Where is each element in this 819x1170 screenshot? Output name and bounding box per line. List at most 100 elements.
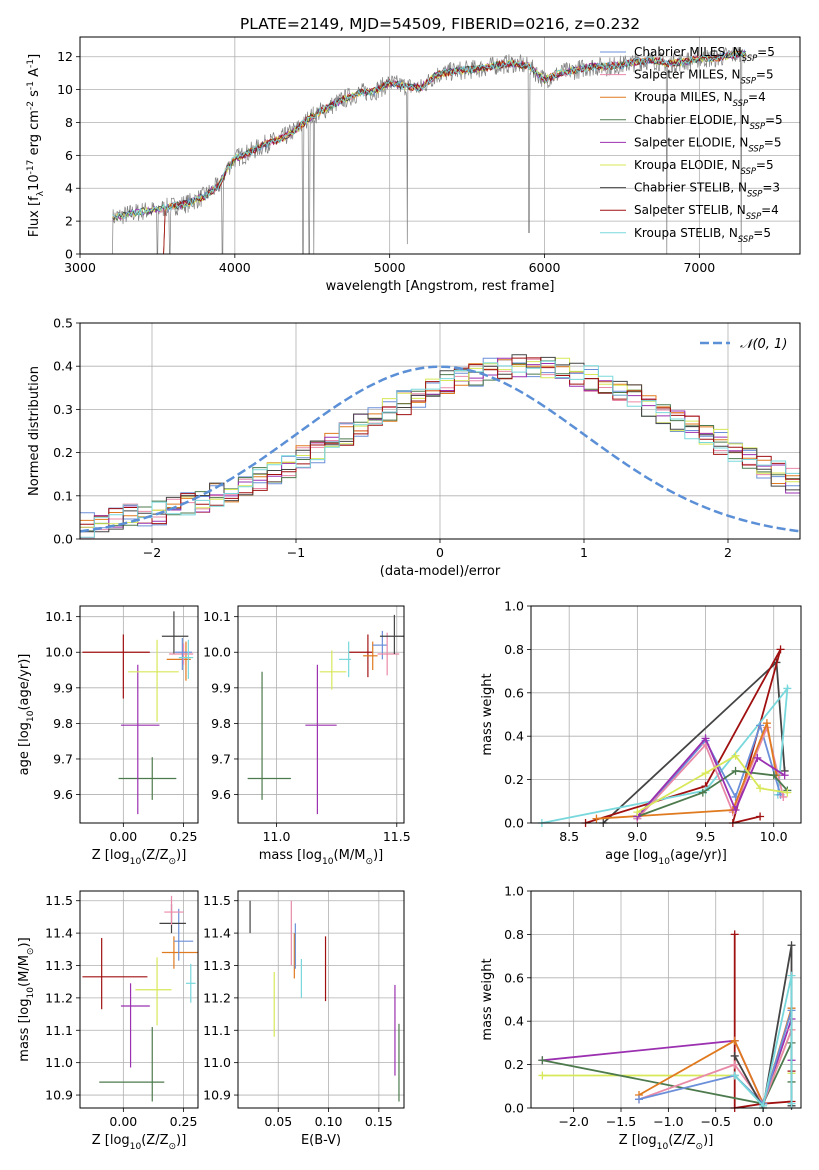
y-tick-label: 9.8	[53, 716, 73, 731]
y-tick-label: 0.2	[504, 1057, 524, 1072]
axes-frame	[79, 890, 199, 1109]
y-tick-label: 12	[57, 49, 73, 64]
x-axis-label: Z [log10(Z/Z⊙)]	[92, 1133, 187, 1152]
weight-marker	[633, 808, 642, 817]
spectrum-legend: Chabrier MILES, NSSP=5 Salpeter MILES, NS…	[600, 45, 783, 244]
weight-marker	[776, 645, 785, 654]
x-tick-label: 0.00	[109, 829, 137, 844]
errorbar-kroupa-elodie	[135, 957, 172, 1026]
weight-marker	[730, 1051, 739, 1060]
y-tick-label: 6	[65, 148, 73, 163]
weight-line-kroupa-stelib	[541, 685, 789, 823]
x-tick-label: 11.0	[263, 829, 291, 844]
errorbar-salpeter-stelib	[82, 937, 148, 1010]
axes-frame	[79, 36, 801, 255]
age-weights-panel: 8.5 9.0 9.5 10.0 0.0 0.2 0.4 0.6 0.8 1.0 age [log1…	[480, 599, 802, 867]
legend-entry: Chabrier MILES, NSSP=5	[634, 45, 775, 63]
y-axis-label: Flux [fλ10-17 erg cm-2 s-1 A-1]	[26, 54, 46, 237]
weight-marker	[787, 1099, 796, 1108]
y-tick-label: 8	[65, 115, 73, 130]
x-tick-label: −0.5	[701, 1114, 731, 1129]
figure-title: PLATE=2149, MJD=54509, FIBERID=0216, z=0…	[240, 15, 640, 33]
ebv-mass-panel: 0.05 0.10 0.15 10.9 11.0 11.1 11.2 11.3 11.4 11.5…	[203, 890, 405, 1148]
errorbar-kroupa-stelib	[185, 963, 196, 1003]
y-tick-label: 11.2	[203, 990, 231, 1005]
legend-entry: Salpeter STELIB, NSSP=4	[634, 203, 779, 221]
x-tick-label: 9.5	[696, 829, 716, 844]
errorbar-salpeter-elodie	[120, 664, 160, 815]
errorbar-kroupa-stelib	[178, 639, 194, 679]
weight-marker	[762, 719, 771, 728]
axes-frame	[79, 605, 199, 824]
errorbar-chabrier-elodie	[118, 757, 177, 800]
errorbar-kroupa-miles	[166, 641, 191, 681]
legend-entry: Kroupa STELIB, NSSP=5	[634, 226, 771, 244]
legend-entry: Salpeter MILES, NSSP=5	[634, 68, 774, 86]
axes-frame	[237, 890, 405, 1109]
x-axis-label: E(B-V)	[301, 1133, 341, 1148]
x-axis-label: Z [log10(Z/Z⊙)]	[92, 848, 187, 867]
y-tick-label: 11.4	[203, 926, 231, 941]
mass-age-panel: 11.0 11.5 9.6 9.7 9.8 9.9 10.0 10.1 mass [log10(…	[203, 605, 411, 867]
weight-marker	[731, 805, 740, 814]
errorbar-salpeter-elodie	[305, 664, 337, 815]
x-tick-label: 8.5	[559, 829, 579, 844]
errorbar-chabrier-miles	[372, 630, 388, 660]
weight-marker	[592, 814, 601, 823]
y-tick-label: 10.9	[45, 1088, 73, 1103]
y-tick-label: 9.6	[211, 787, 231, 802]
errorbar-kroupa-elodie	[128, 639, 179, 722]
legend-entry: Kroupa ELODIE, NSSP=5	[634, 158, 774, 176]
errorbar-salpeter-elodie	[120, 983, 150, 1068]
y-tick-label: 0.8	[504, 642, 524, 657]
x-axis-label: Z [log10(Z/Z⊙)]	[619, 1133, 714, 1152]
y-axis-label: Normed distribution	[27, 366, 42, 496]
y-tick-label: 11.1	[45, 1023, 73, 1038]
x-tick-label: 7000	[683, 260, 715, 275]
weight-marker	[730, 1060, 739, 1069]
y-axis-label: age [log10(age/yr)]	[17, 654, 36, 776]
y-tick-label: 11.4	[45, 926, 73, 941]
errorbar-kroupa-stelib	[339, 641, 352, 678]
y-tick-label: 4	[65, 181, 73, 196]
weight-marker	[701, 769, 710, 778]
y-tick-label: 11.5	[45, 893, 73, 908]
errorbar-salpeter-miles	[164, 895, 184, 926]
weight-marker	[779, 792, 788, 801]
x-tick-label: 6000	[529, 260, 561, 275]
y-tick-label: 10.0	[203, 645, 231, 660]
weight-line-chabrier-stelib	[602, 660, 786, 823]
x-axis-label: age [log10(age/yr)]	[605, 848, 727, 867]
y-axis-label: mass weight	[480, 958, 495, 1040]
y-tick-label: 11.1	[203, 1023, 231, 1038]
y-tick-label: 0.1	[53, 488, 73, 503]
x-tick-label: −1.0	[653, 1114, 683, 1129]
y-tick-label: 9.7	[53, 751, 73, 766]
legend-entry: 𝒩(0, 1)	[740, 337, 787, 352]
x-tick-label: 0.0	[753, 1114, 773, 1129]
spectrum-model-kroupa-stelib-line	[112, 51, 747, 219]
y-tick-label: 11.3	[203, 958, 231, 973]
x-tick-label: 0	[436, 545, 444, 560]
errorbar-salpeter-miles	[377, 632, 400, 676]
normal-curve-line	[79, 365, 801, 533]
y-tick-label: 0.3	[53, 402, 73, 417]
weight-marker	[783, 788, 792, 797]
weight-line-salpeter-miles	[638, 1029, 793, 1106]
weight-line-kroupa-miles	[596, 719, 778, 820]
x-tick-label: 0.05	[264, 1114, 292, 1129]
errorbar-chabrier-miles	[173, 908, 194, 961]
x-tick-label: 11.5	[383, 829, 411, 844]
x-tick-label: 0.25	[170, 1114, 198, 1129]
y-tick-label: 0.6	[504, 970, 524, 985]
y-tick-label: 10	[57, 82, 73, 97]
errorbar-chabrier-elodie	[99, 1027, 165, 1102]
legend-entry: Chabrier STELIB, NSSP=3	[634, 181, 780, 199]
y-tick-label: 10.0	[45, 645, 73, 660]
spectrum-model-salpeter-stelib-line	[163, 50, 746, 254]
x-tick-label: −1	[287, 545, 305, 560]
legend-entry: Chabrier ELODIE, NSSP=5	[634, 113, 783, 131]
weight-marker	[538, 1056, 547, 1065]
y-tick-label: 0.5	[53, 316, 73, 331]
